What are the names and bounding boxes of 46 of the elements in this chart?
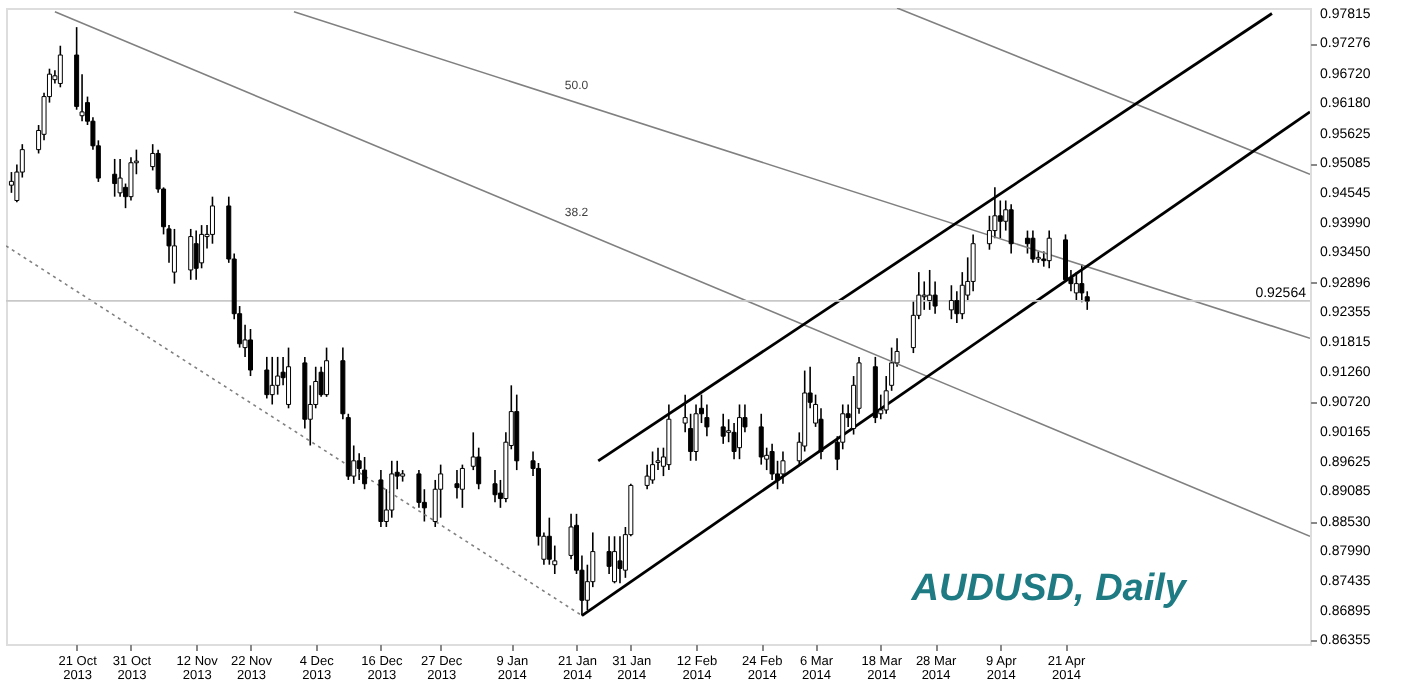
candlestick: [8, 171, 14, 194]
candlestick: [269, 356, 275, 406]
candlestick: [546, 516, 552, 566]
text: AUDUSD, Daily: [909, 568, 1189, 610]
candlestick: [612, 535, 618, 585]
candlestick: [459, 463, 465, 509]
candlestick: [758, 412, 764, 466]
candlestick: [948, 284, 954, 320]
candlestick: [188, 228, 194, 281]
candlestick: [492, 469, 498, 504]
candlestick: [264, 356, 270, 400]
candlestick: [128, 156, 134, 202]
candlestick: [362, 456, 368, 491]
candlestick: [780, 450, 786, 485]
candlestick: [921, 280, 927, 311]
candlestick: [378, 469, 384, 528]
candlestick: [1024, 229, 1030, 255]
candlestick: [1073, 271, 1079, 302]
candlestick: [324, 346, 330, 398]
candlestick: [1079, 263, 1085, 304]
candlestick: [720, 412, 726, 445]
candlestick: [454, 469, 460, 500]
candlestick: [927, 269, 933, 311]
candlestick: [171, 228, 177, 285]
candlestick: [389, 460, 395, 519]
candlestick: [693, 403, 699, 462]
candlestick: [704, 403, 710, 437]
candlestick: [57, 44, 63, 89]
candlestick: [286, 346, 292, 410]
candlestick: [1030, 229, 1036, 264]
candlestick: [769, 443, 775, 481]
candlestick: [1046, 229, 1052, 270]
candlestick: [438, 463, 444, 519]
candlestick: [193, 229, 199, 281]
candlestick: [606, 535, 612, 575]
candlestick: [1008, 203, 1014, 255]
candlestick: [617, 535, 623, 585]
candlestick: [970, 233, 976, 293]
candlestick: [737, 403, 742, 460]
candlestick: [1063, 233, 1068, 283]
candlestick: [248, 328, 253, 377]
candlestick: [209, 195, 215, 245]
candlestick: [650, 450, 656, 485]
candlestick: [356, 452, 362, 481]
candlestick: [275, 356, 281, 396]
candlestick: [112, 158, 118, 198]
